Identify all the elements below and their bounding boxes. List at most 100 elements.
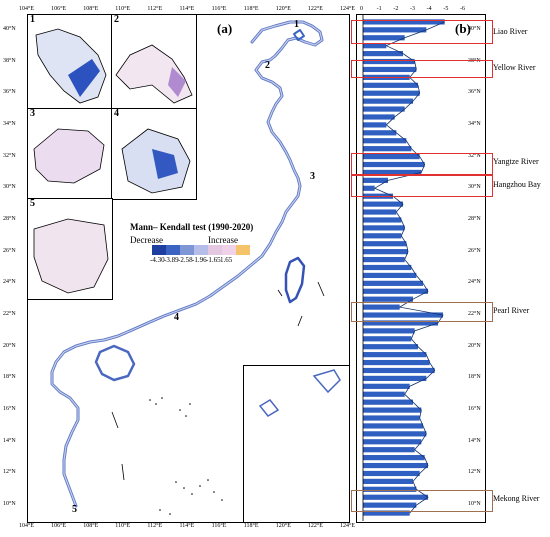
bar <box>363 241 407 247</box>
inset-3-graphic <box>33 128 105 184</box>
longitude-tick-top: 104°E <box>19 6 35 12</box>
inset-2 <box>111 14 197 110</box>
longitude-tick-top: 124°E <box>340 6 356 12</box>
bar <box>363 391 405 397</box>
islet-lines <box>111 281 325 481</box>
bar <box>363 462 428 469</box>
longitude-tick-bottom: 108°E <box>83 523 99 529</box>
latitude-tick: 24°N <box>3 279 16 286</box>
longitude-tick-top: 106°E <box>51 6 67 12</box>
panel-b-latitude-tick: 36°N <box>468 89 481 96</box>
latitude-tick: 14°N <box>3 437 16 444</box>
river-box-hangzhou <box>351 175 493 197</box>
bar <box>363 312 443 318</box>
river-box-yellow <box>351 60 493 78</box>
legend-swatch <box>208 245 222 255</box>
river-label-liao: Liao River <box>493 27 528 36</box>
panel-b-top-tick: -5 <box>443 6 449 12</box>
bar <box>363 82 418 88</box>
bar <box>363 304 400 310</box>
bar <box>363 296 413 302</box>
river-box-mekong <box>351 490 493 512</box>
inset-number-2: 2 <box>114 14 119 25</box>
latitude-tick: 16°N <box>3 406 16 413</box>
river-box-yangtze <box>351 153 493 175</box>
bar <box>363 510 410 516</box>
inset-scs <box>243 365 350 523</box>
panel-b-top-tick: -1 <box>376 6 382 12</box>
longitude-tick-top: 120°E <box>275 6 291 12</box>
legend-value: -3.89 <box>164 256 179 264</box>
bar <box>363 51 403 57</box>
latitude-tick: 20°N <box>3 342 16 349</box>
river-label-yangtze: Yangtze River <box>493 157 539 166</box>
inset-2-graphic <box>115 44 193 104</box>
river-box-liao <box>351 20 493 44</box>
bar <box>363 288 428 294</box>
bar <box>363 264 412 271</box>
legend-increase: Increase <box>208 235 238 245</box>
profile-line <box>373 21 445 514</box>
legend-values: -4.30 -3.89 -2.58 -1.96 -1.65 1.65 <box>148 256 258 266</box>
panel-b-latitude-tick: 34°N <box>468 120 481 127</box>
legend-value: -1.65 <box>206 256 221 264</box>
inset-1-graphic <box>35 28 107 104</box>
longitude-tick-top: 114°E <box>179 6 195 12</box>
bar <box>363 447 415 453</box>
river-label-mekong: Mekong River <box>493 494 540 503</box>
legend-decrease: Decrease <box>130 235 163 245</box>
bar <box>363 98 413 104</box>
latitude-tick: 12°N <box>3 469 16 476</box>
longitude-tick-top: 108°E <box>83 6 99 12</box>
inset-3 <box>27 108 113 200</box>
bar <box>363 478 413 484</box>
legend-swatch <box>180 245 194 255</box>
latitude-tick: 34°N <box>3 120 16 127</box>
latitude-tick: 28°N <box>3 215 16 222</box>
latitude-tick: 32°N <box>3 152 16 159</box>
panel-b-latitude-tick: 28°N <box>468 215 481 222</box>
bar <box>363 201 403 207</box>
panel-b-latitude-tick: 26°N <box>468 247 481 254</box>
bar <box>363 90 420 96</box>
river-box-pearl <box>351 302 493 322</box>
bar <box>363 106 405 112</box>
legend-swatch <box>194 245 208 255</box>
longitude-tick-top: 110°E <box>115 6 131 12</box>
latitude-tick: 18°N <box>3 374 16 381</box>
legend-swatch <box>166 245 180 255</box>
inset-number-1: 1 <box>30 14 35 25</box>
legend-value: -4.30 <box>150 256 165 264</box>
coastline <box>50 20 324 508</box>
panel-b-latitude-tick: 30°N <box>468 184 481 191</box>
bar <box>363 114 395 120</box>
latitude-tick: 22°N <box>3 311 16 318</box>
legend-value: -2.58 <box>178 256 193 264</box>
bar <box>363 35 405 41</box>
bar <box>363 217 402 223</box>
map-marker-4: 4 <box>174 312 179 323</box>
latitude-tick: 26°N <box>3 247 16 254</box>
longitude-tick-bottom: 118°E <box>243 523 259 529</box>
panel-b-latitude-tick: 24°N <box>468 279 481 286</box>
legend-swatch <box>222 245 236 255</box>
longitude-tick-bottom: 120°E <box>275 523 291 529</box>
panel-b-latitude-tick: 22°N <box>468 311 481 318</box>
longitude-tick-top: 122°E <box>307 6 323 12</box>
panel-b-latitude-tick: 32°N <box>468 152 481 159</box>
longitude-tick-bottom: 114°E <box>179 523 195 529</box>
bar <box>363 407 422 413</box>
bar <box>363 280 423 286</box>
panel-b-label: (b) <box>455 21 471 36</box>
bar <box>363 225 405 231</box>
bar <box>363 66 417 73</box>
bar <box>363 43 387 49</box>
bar <box>363 320 438 326</box>
legend-colorbar <box>152 245 250 255</box>
latitude-tick: 40°N <box>3 25 16 32</box>
bar <box>363 367 435 374</box>
river-label-hangzhou: Hangzhou Bay <box>493 180 541 189</box>
bar <box>363 352 427 358</box>
latitude-tick: 36°N <box>3 89 16 96</box>
bar <box>363 146 412 152</box>
